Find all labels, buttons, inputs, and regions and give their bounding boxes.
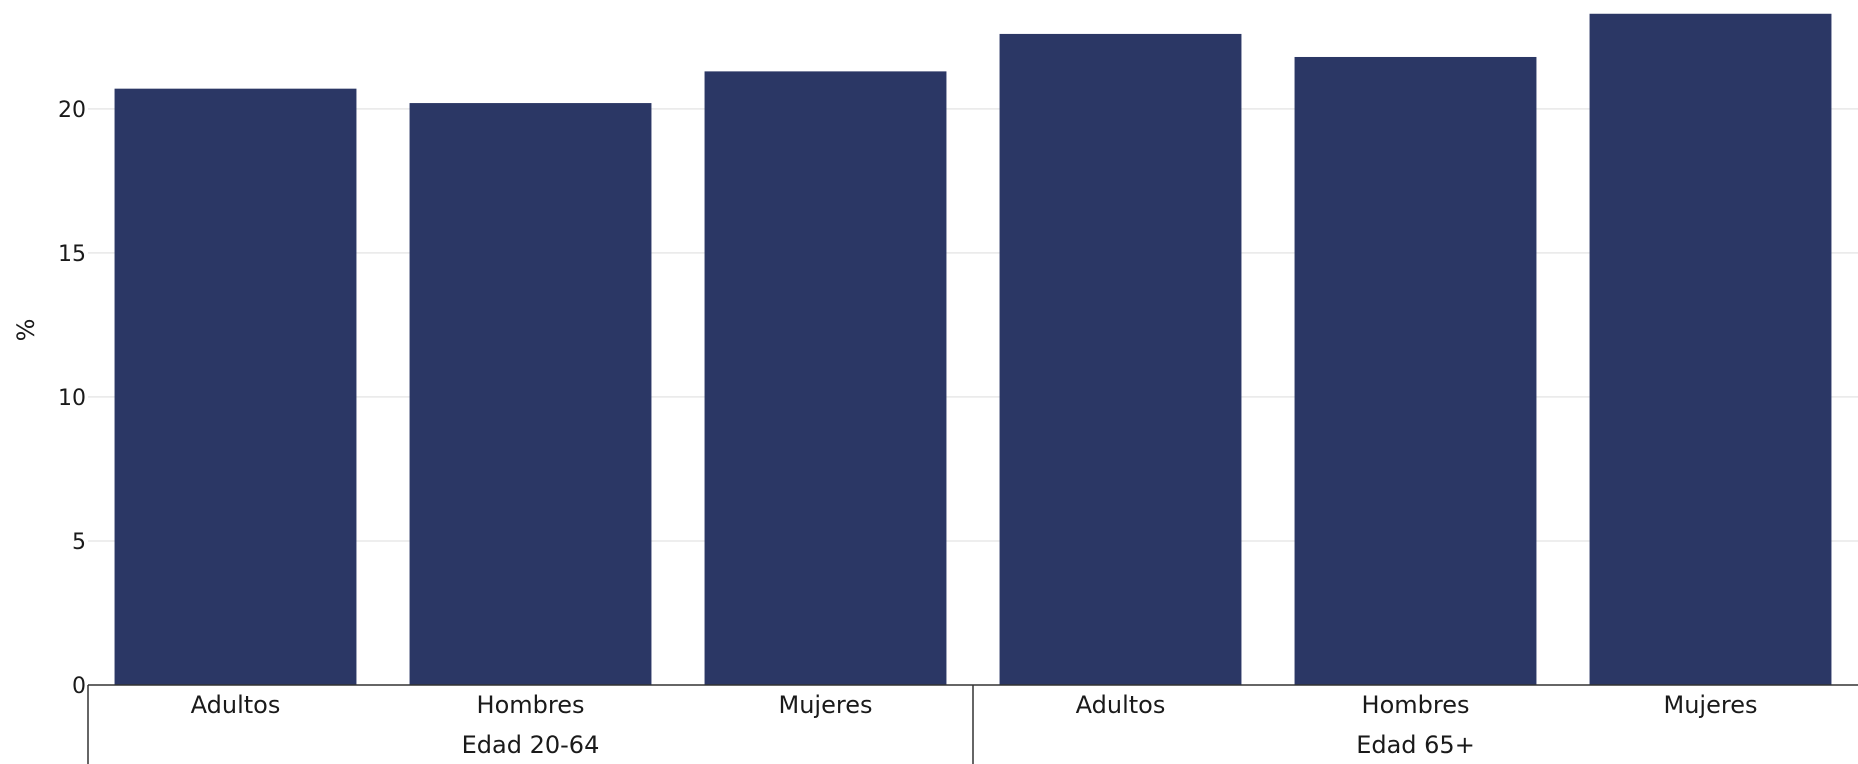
bar-2-1 <box>999 33 1242 685</box>
category-label: Mujeres <box>779 691 873 719</box>
bar-2-2 <box>1294 56 1537 685</box>
bar-layer <box>114 13 1832 686</box>
y-tick-label: 20 <box>58 98 86 123</box>
category-label: Adultos <box>1076 691 1166 719</box>
category-label: Mujeres <box>1664 691 1758 719</box>
y-tick-label: 5 <box>72 530 86 555</box>
label-layer: 0 5 10 15 20 Adultos Hombres Mujeres Edad 20-64 A… <box>58 98 1757 759</box>
bar-1-3 <box>704 71 947 685</box>
category-label: Hombres <box>1362 691 1470 719</box>
axis-layer <box>87 684 1858 764</box>
bar-1-2 <box>409 103 652 685</box>
bar-2-3 <box>1589 13 1832 685</box>
bar-1-1 <box>114 88 357 686</box>
group-label: Edad 65+ <box>1356 731 1475 759</box>
category-label: Hombres <box>477 691 585 719</box>
grid-layer <box>88 108 1858 542</box>
group-label: Edad 20-64 <box>462 731 600 759</box>
y-tick-label: 0 <box>72 674 86 699</box>
y-tick-label: 15 <box>58 242 86 267</box>
category-label: Adultos <box>191 691 281 719</box>
y-axis-title: % <box>12 319 40 342</box>
y-tick-label: 10 <box>58 386 86 411</box>
